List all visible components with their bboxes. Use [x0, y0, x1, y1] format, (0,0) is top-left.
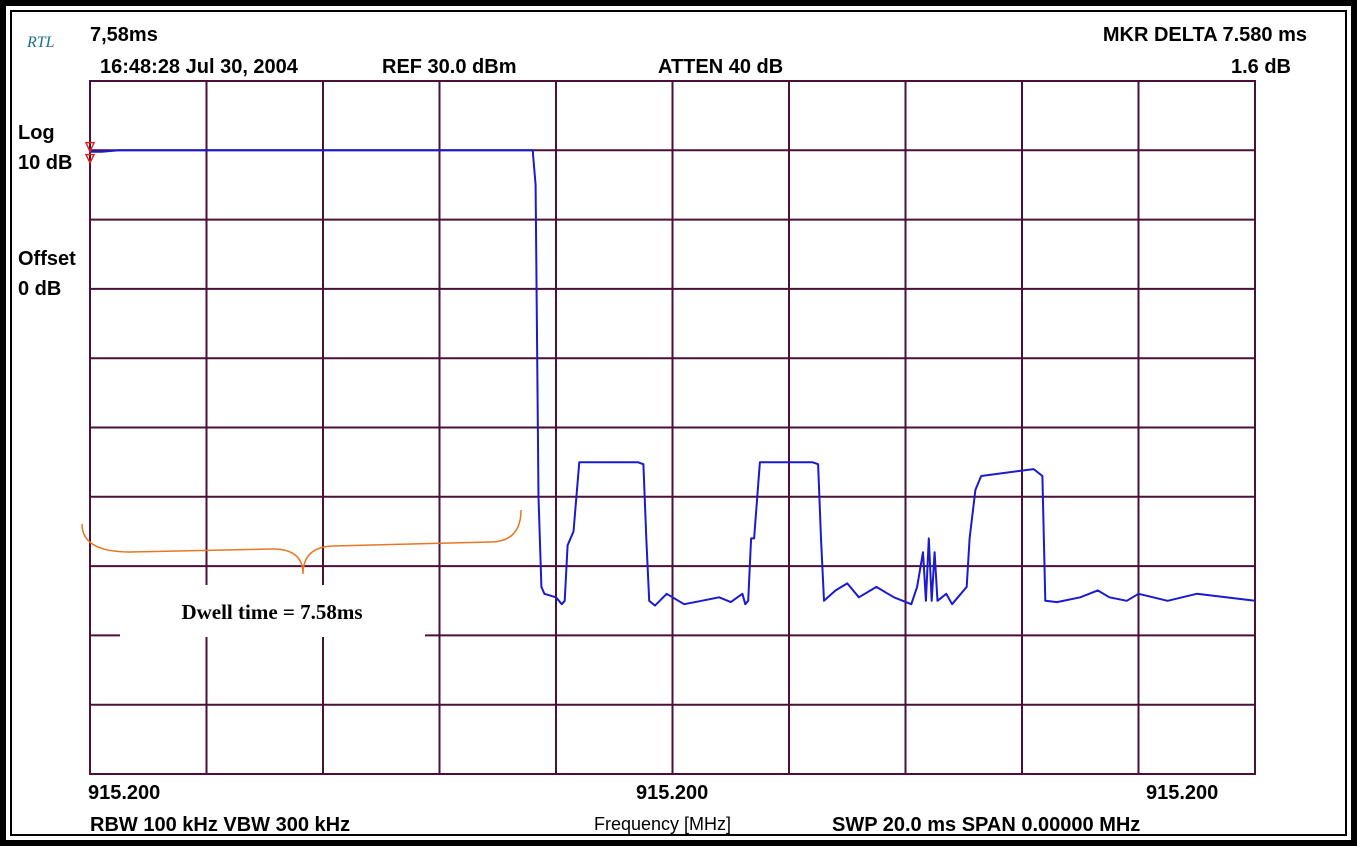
offset-value: 0 dB — [18, 278, 62, 300]
scale-division-label: 10 dB — [18, 152, 73, 174]
x-axis-label: Frequency [MHz] — [594, 814, 732, 834]
marker-delta-time: MKR DELTA 7.580 ms — [1102, 24, 1307, 46]
center-frequency: 915.200 — [636, 782, 709, 804]
bandwidth-settings: RBW 100 kHz VBW 300 kHz — [90, 814, 351, 836]
annotation-box — [120, 585, 425, 637]
marker-delta-db: 1.6 dB — [1230, 56, 1291, 78]
sweep-span-settings: SWP 20.0 ms SPAN 0.00000 MHz — [832, 814, 1141, 836]
dwell-time-annotation: Dwell time = 7.58ms — [181, 600, 362, 624]
trace-line — [90, 149, 1256, 607]
attenuation: ATTEN 40 dB — [658, 56, 784, 78]
marker-delta-icon — [84, 153, 96, 165]
offset-label: Offset — [18, 248, 76, 270]
start-frequency: 915.200 — [88, 782, 161, 804]
inner-frame — [10, 10, 1347, 836]
reference-level: REF 30.0 dBm — [382, 56, 517, 78]
dwell-time-brace — [81, 509, 522, 575]
timestamp: 16:48:28 Jul 30, 2004 — [100, 56, 298, 78]
stop-frequency: 915.200 — [1146, 782, 1219, 804]
marker-time: 7,58ms — [90, 24, 158, 46]
rtl-logo: RTL — [27, 34, 55, 51]
marker-reference-icon — [84, 141, 96, 154]
scale-mode-label: Log — [18, 122, 55, 144]
